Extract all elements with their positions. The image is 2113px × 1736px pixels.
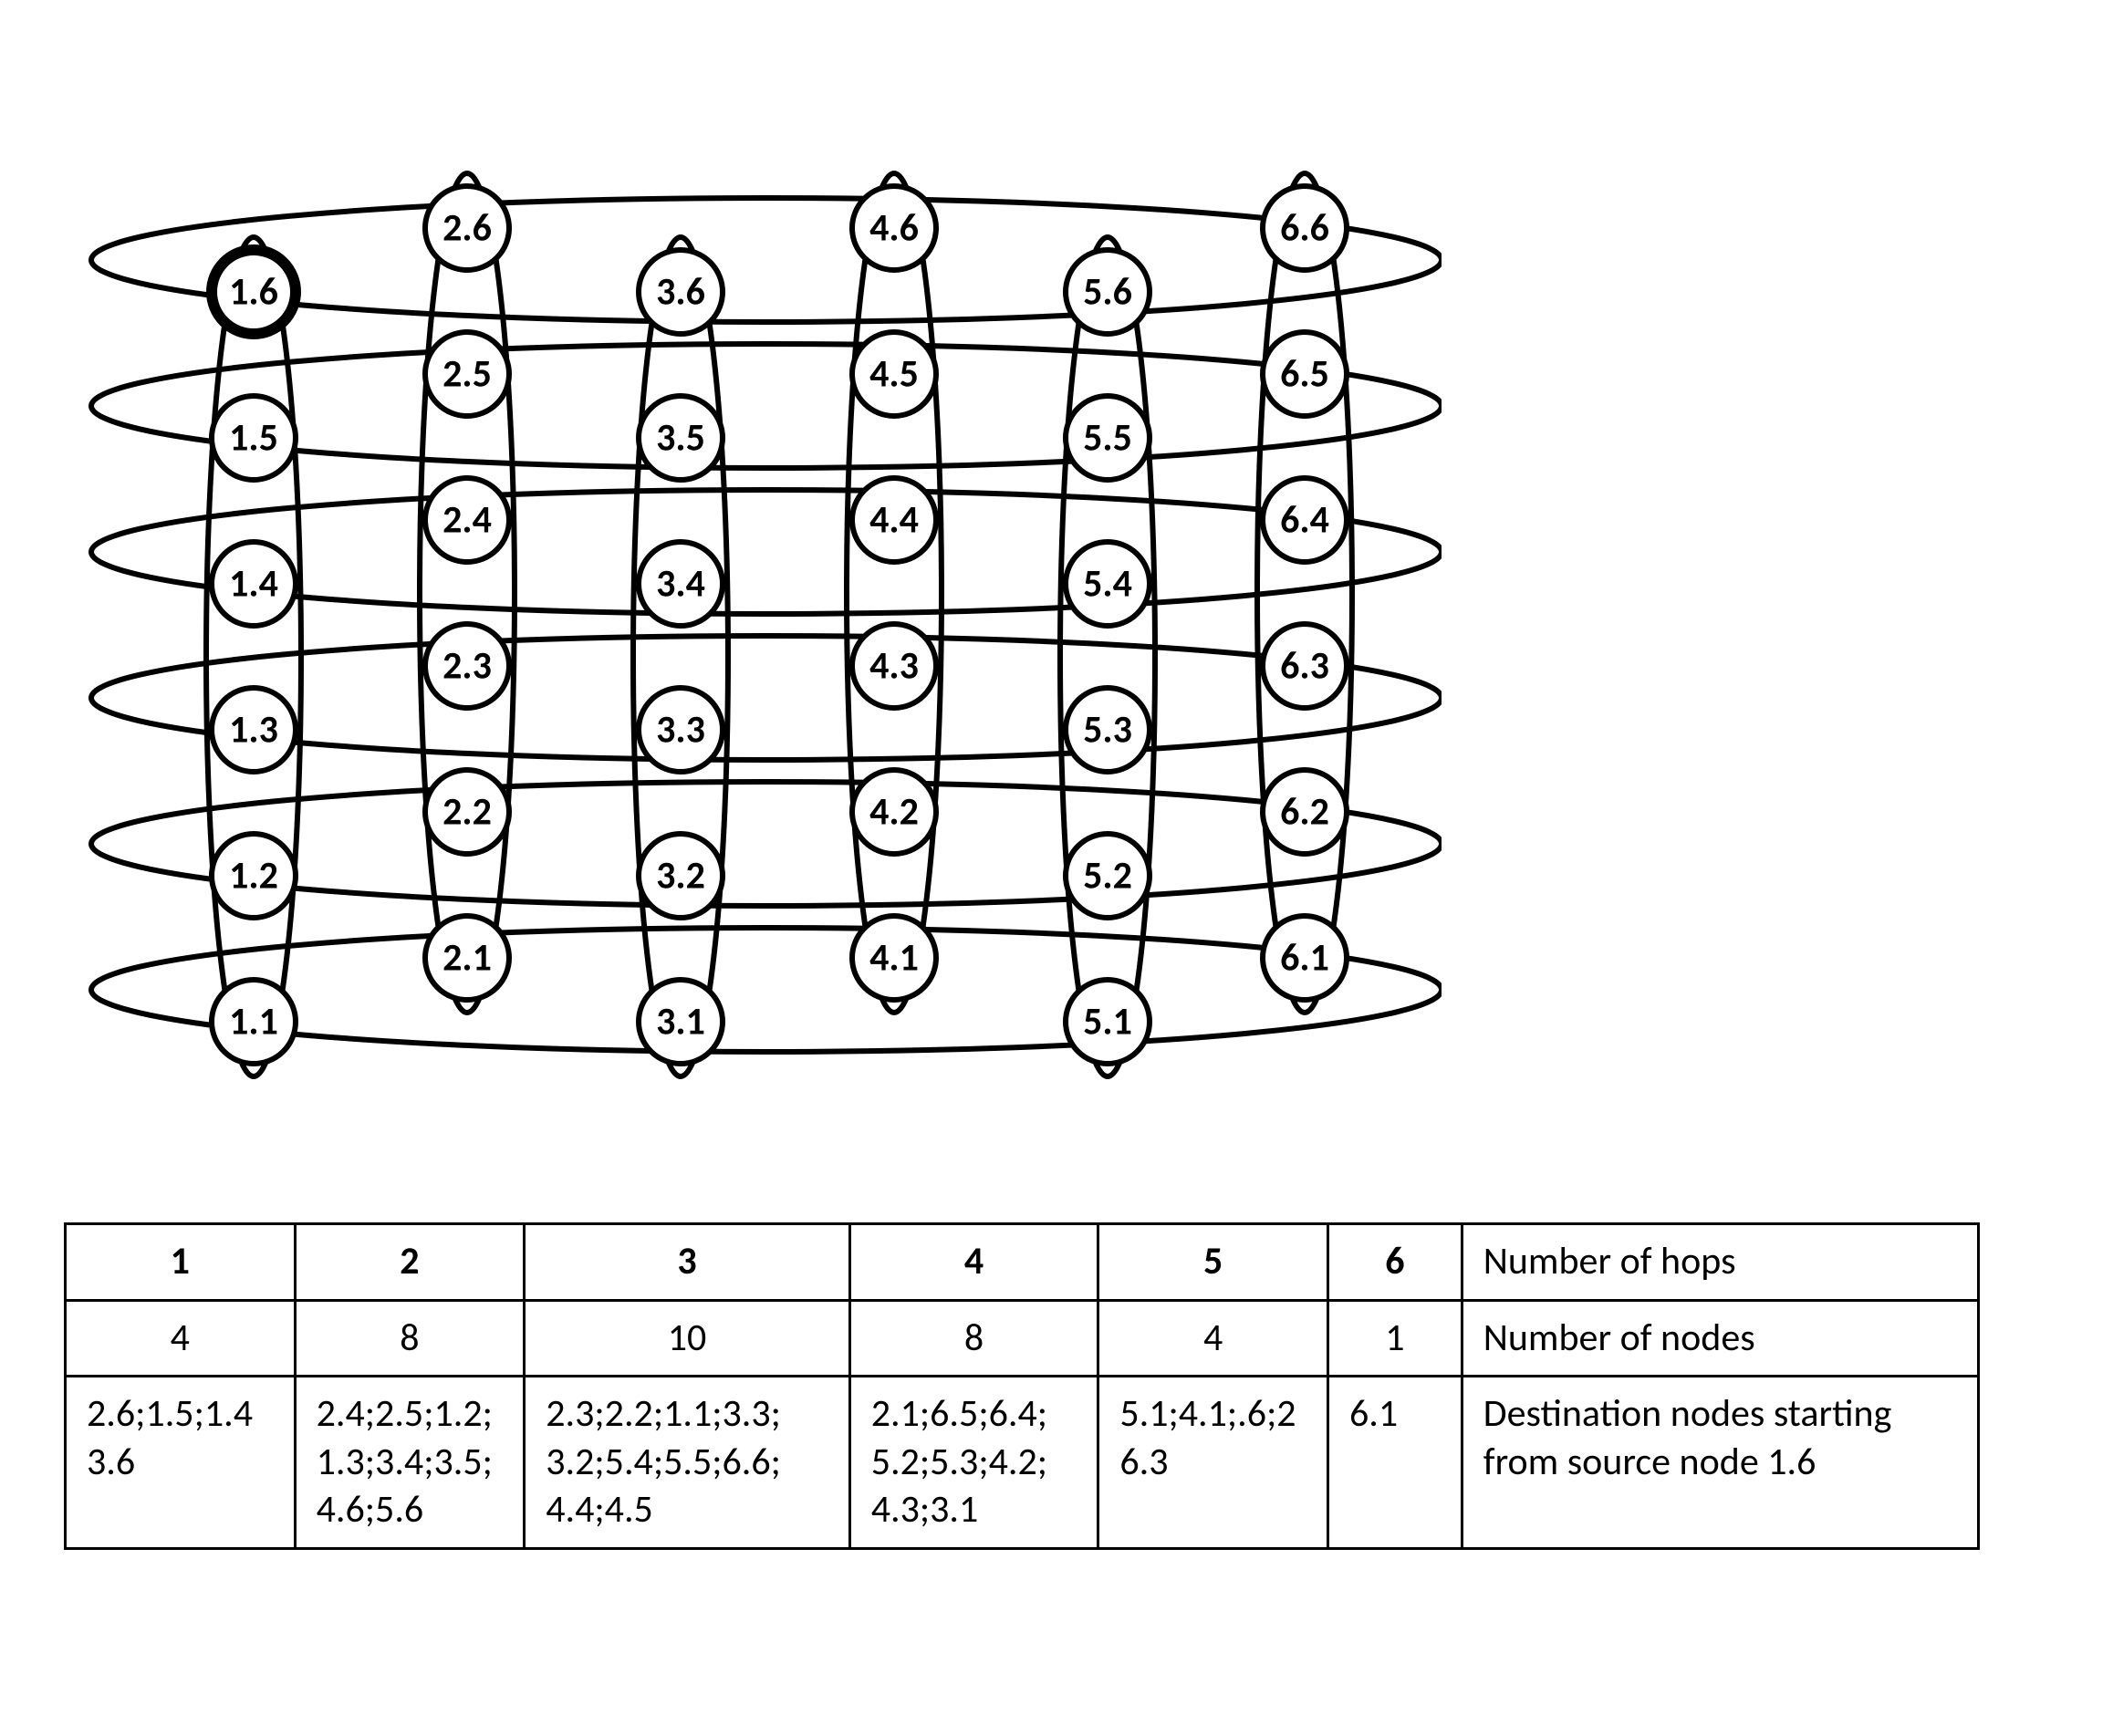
- svg-text:6.3: 6.3: [1280, 643, 1329, 690]
- svg-text:1.2: 1.2: [229, 853, 278, 899]
- svg-text:5.3: 5.3: [1083, 707, 1132, 754]
- svg-text:1.3: 1.3: [229, 707, 278, 754]
- node-2-3: 2.3: [425, 624, 509, 708]
- node-3-2: 3.2: [639, 834, 723, 918]
- table-row-label: Number of nodes: [1462, 1300, 1978, 1377]
- node-6-6: 6.6: [1263, 186, 1347, 270]
- node-5-2: 5.2: [1066, 834, 1150, 918]
- node-2-2: 2.2: [425, 770, 509, 854]
- node-3-1: 3.1: [639, 980, 723, 1064]
- table-cell: 8: [849, 1300, 1098, 1377]
- svg-text:3.1: 3.1: [656, 999, 705, 1045]
- table-cell: 1: [1327, 1300, 1462, 1377]
- svg-text:4.1: 4.1: [869, 935, 919, 982]
- table-row: 123456Number of hops: [66, 1224, 1979, 1301]
- svg-text:2.4: 2.4: [442, 497, 492, 544]
- svg-text:3.4: 3.4: [656, 561, 705, 608]
- table-cell: 6: [1327, 1224, 1462, 1301]
- node-1-1: 1.1: [212, 980, 296, 1064]
- svg-text:2.1: 2.1: [442, 935, 492, 982]
- svg-text:6.1: 6.1: [1280, 935, 1329, 982]
- node-3-4: 3.4: [639, 542, 723, 626]
- node-4-3: 4.3: [852, 624, 936, 708]
- table-cell: 2.6;1.5;1.4 3.6: [66, 1377, 296, 1549]
- node-5-6: 5.6: [1066, 250, 1150, 334]
- node-2-5: 2.5: [425, 332, 509, 416]
- table-cell: 2.4;2.5;1.2; 1.3;3.4;3.5; 4.6;5.6: [295, 1377, 525, 1549]
- node-2-6: 2.6: [425, 186, 509, 270]
- svg-text:1.6: 1.6: [229, 269, 278, 316]
- node-4-1: 4.1: [852, 916, 936, 1000]
- svg-text:1.1: 1.1: [229, 999, 278, 1045]
- table-cell: 2.1;6.5;6.4; 5.2;5.3;4.2; 4.3;3.1: [849, 1377, 1098, 1549]
- svg-text:6.6: 6.6: [1280, 205, 1329, 252]
- node-4-2: 4.2: [852, 770, 936, 854]
- svg-text:2.5: 2.5: [442, 351, 492, 398]
- svg-text:5.4: 5.4: [1083, 561, 1132, 608]
- svg-text:3.6: 3.6: [656, 269, 705, 316]
- svg-text:5.5: 5.5: [1083, 415, 1132, 462]
- table-cell: 6.1: [1327, 1377, 1462, 1549]
- table-cell: 3: [525, 1224, 849, 1301]
- svg-text:4.2: 4.2: [869, 789, 919, 836]
- node-1-5: 1.5: [212, 396, 296, 480]
- node-6-3: 6.3: [1263, 624, 1347, 708]
- table-cell: 2.3;2.2;1.1;3.3; 3.2;5.4;5.5;6.6; 4.4;4.…: [525, 1377, 849, 1549]
- svg-text:2.3: 2.3: [442, 643, 492, 690]
- table-cell: 5: [1098, 1224, 1328, 1301]
- table-row-label: Number of hops: [1462, 1224, 1978, 1301]
- node-4-4: 4.4: [852, 478, 936, 562]
- table-cell: 1: [66, 1224, 296, 1301]
- svg-text:5.1: 5.1: [1083, 999, 1132, 1045]
- node-1-2: 1.2: [212, 834, 296, 918]
- table-cell: 10: [525, 1300, 849, 1377]
- svg-text:4.5: 4.5: [869, 351, 919, 398]
- svg-text:4.3: 4.3: [869, 643, 919, 690]
- node-3-3: 3.3: [639, 688, 723, 772]
- svg-text:6.5: 6.5: [1280, 351, 1329, 398]
- node-1-4: 1.4: [212, 542, 296, 626]
- svg-text:6.4: 6.4: [1280, 497, 1329, 544]
- node-6-4: 6.4: [1263, 478, 1347, 562]
- node-1-6: 1.6: [212, 250, 296, 334]
- node-3-5: 3.5: [639, 396, 723, 480]
- node-6-5: 6.5: [1263, 332, 1347, 416]
- table-cell: 4: [66, 1300, 296, 1377]
- svg-text:1.4: 1.4: [229, 561, 278, 608]
- table-row-label: Destination nodes starting from source n…: [1462, 1377, 1978, 1549]
- node-5-3: 5.3: [1066, 688, 1150, 772]
- network-diagram: 1.1 1.2 1.3 1.4 1.5 1.6 2.1 2.2 2.3 2.4 2.5 2.6 3.1 3…: [73, 55, 1442, 1104]
- table-cell: 4: [849, 1224, 1098, 1301]
- svg-text:4.6: 4.6: [869, 205, 919, 252]
- svg-text:5.2: 5.2: [1083, 853, 1132, 899]
- node-3-6: 3.6: [639, 250, 723, 334]
- node-1-3: 1.3: [212, 688, 296, 772]
- svg-text:5.6: 5.6: [1083, 269, 1132, 316]
- table-cell: 4: [1098, 1300, 1328, 1377]
- node-4-5: 4.5: [852, 332, 936, 416]
- svg-text:3.2: 3.2: [656, 853, 705, 899]
- table-row: 2.6;1.5;1.4 3.62.4;2.5;1.2; 1.3;3.4;3.5;…: [66, 1377, 1979, 1549]
- node-2-4: 2.4: [425, 478, 509, 562]
- node-6-1: 6.1: [1263, 916, 1347, 1000]
- svg-text:3.5: 3.5: [656, 415, 705, 462]
- node-2-1: 2.1: [425, 916, 509, 1000]
- svg-text:2.2: 2.2: [442, 789, 492, 836]
- node-5-4: 5.4: [1066, 542, 1150, 626]
- table-cell: 5.1;4.1;.6;2 6.3: [1098, 1377, 1328, 1549]
- page: 1.1 1.2 1.3 1.4 1.5 1.6 2.1 2.2 2.3 2.4 2.5 2.6 3.1 3…: [0, 0, 2113, 1736]
- node-5-1: 5.1: [1066, 980, 1150, 1064]
- svg-text:2.6: 2.6: [442, 205, 492, 252]
- node-6-2: 6.2: [1263, 770, 1347, 854]
- svg-text:3.3: 3.3: [656, 707, 705, 754]
- svg-text:6.2: 6.2: [1280, 789, 1329, 836]
- node-4-6: 4.6: [852, 186, 936, 270]
- table-cell: 8: [295, 1300, 525, 1377]
- table-row: 4810841Number of nodes: [66, 1300, 1979, 1377]
- hops-table: 123456Number of hops4810841Number of nod…: [64, 1222, 1980, 1550]
- svg-text:4.4: 4.4: [869, 497, 919, 544]
- svg-text:1.5: 1.5: [229, 415, 278, 462]
- node-5-5: 5.5: [1066, 396, 1150, 480]
- table-cell: 2: [295, 1224, 525, 1301]
